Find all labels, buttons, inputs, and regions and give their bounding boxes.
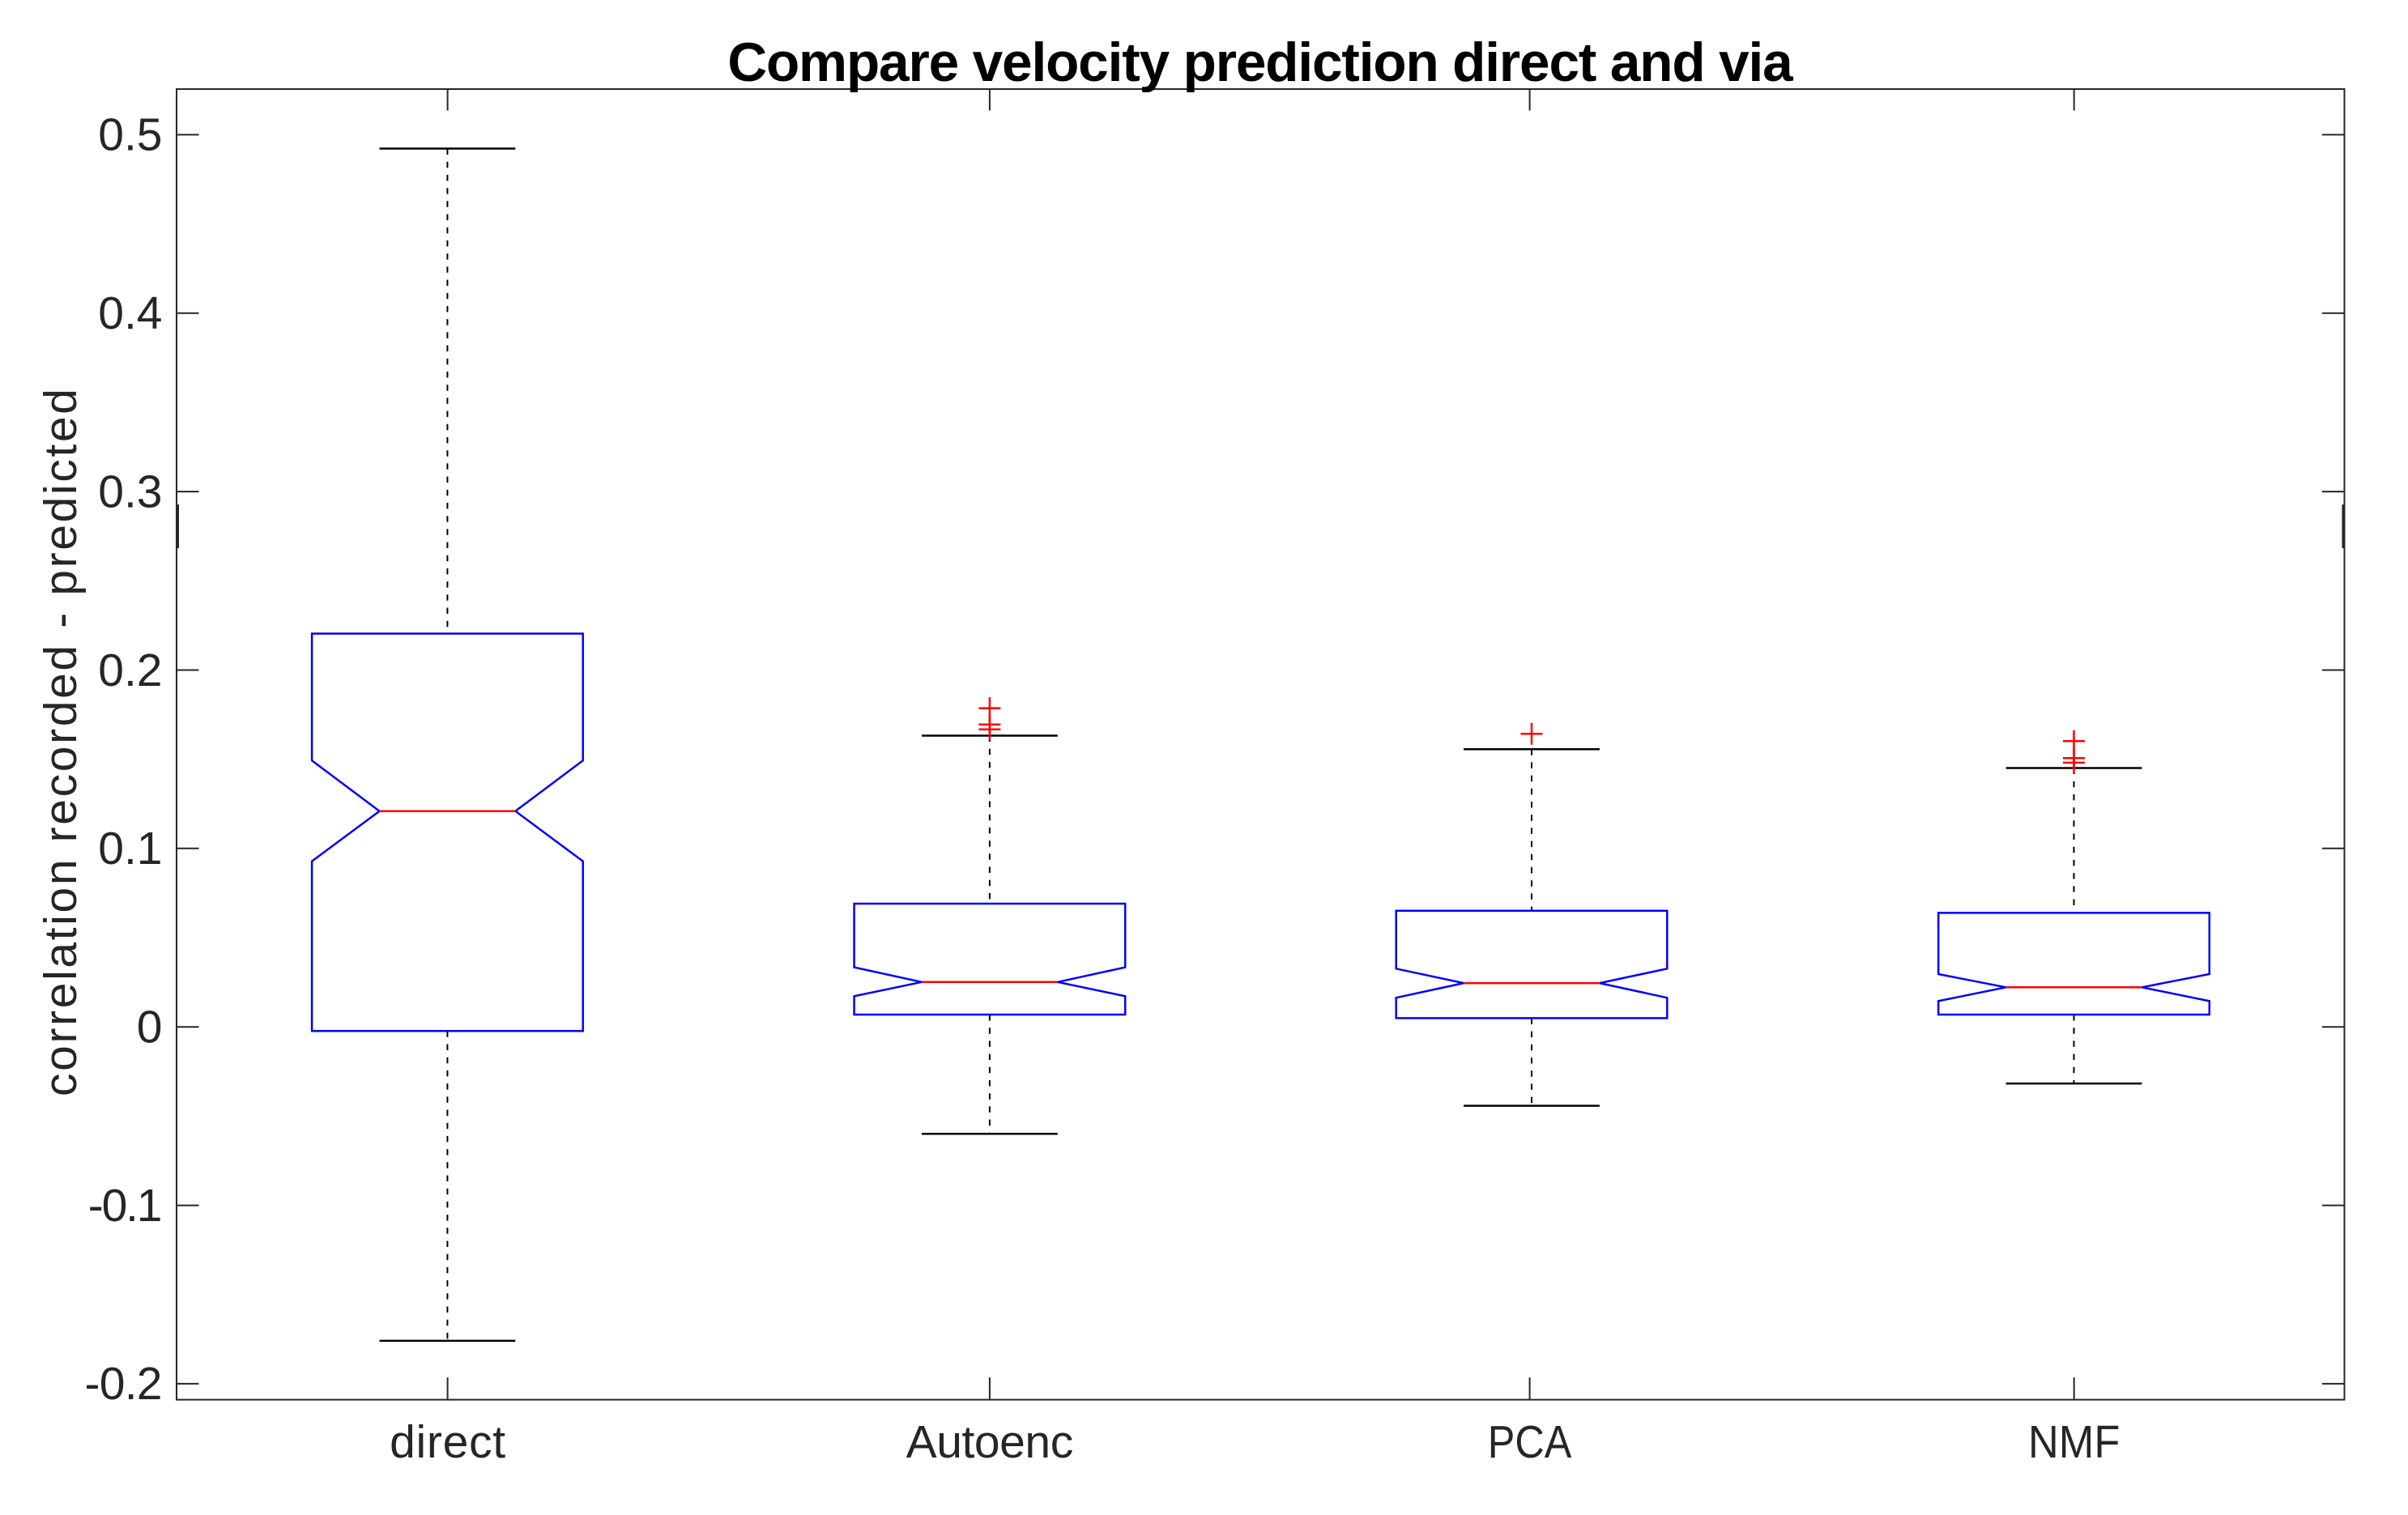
svg-text:Compare velocity prediction di: Compare velocity prediction direct and v…: [727, 32, 1793, 93]
svg-text:0.3: 0.3: [98, 466, 162, 517]
svg-text:direct: direct: [390, 1416, 505, 1468]
svg-text:0.5: 0.5: [98, 109, 162, 161]
svg-text:PCA: PCA: [1488, 1416, 1572, 1468]
svg-text:0: 0: [137, 1002, 163, 1053]
svg-text:0.4: 0.4: [98, 287, 162, 339]
svg-text:0.1: 0.1: [98, 823, 162, 875]
svg-text:-0.2: -0.2: [85, 1358, 163, 1410]
svg-text:0.2: 0.2: [98, 645, 162, 696]
svg-text:correlation recorded - predict: correlation recorded - predicted: [35, 389, 87, 1096]
svg-text:-0.1: -0.1: [88, 1180, 163, 1232]
svg-text:NMF: NMF: [2028, 1415, 2120, 1468]
svg-text:Autoenc: Autoenc: [906, 1416, 1074, 1468]
